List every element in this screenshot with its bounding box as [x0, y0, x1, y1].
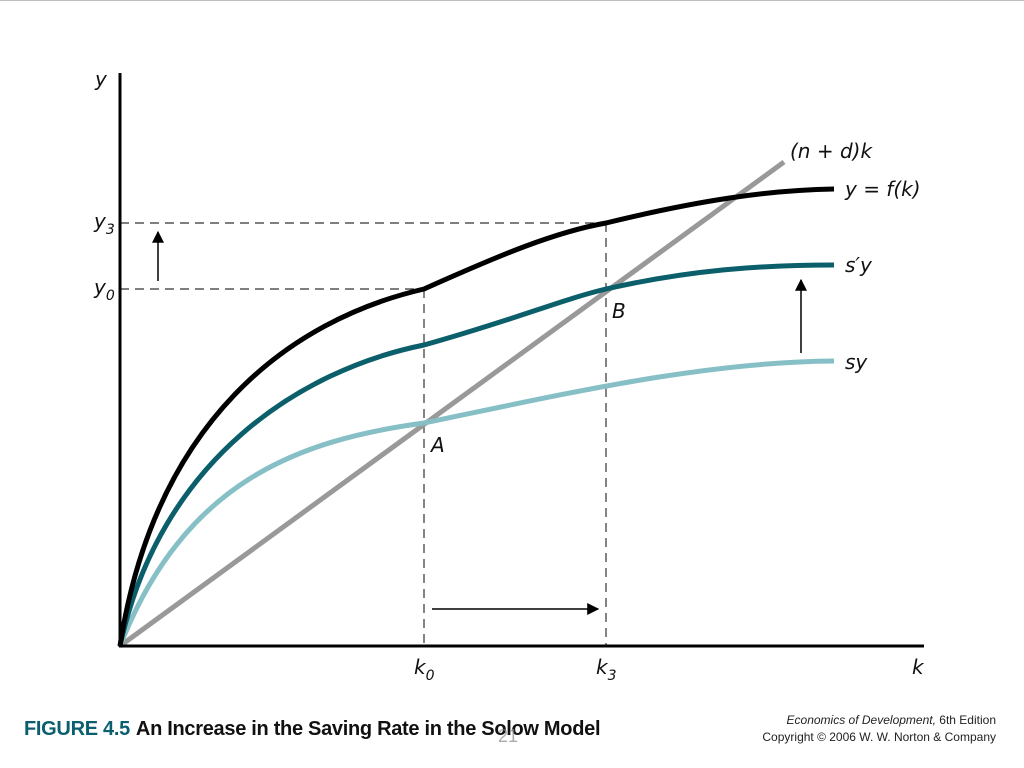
y3-tick-sub: 3: [106, 222, 115, 238]
new-saving-curve: [117, 262, 835, 647]
figure-caption: FIGURE 4.5 An Increase in the Saving Rate…: [24, 718, 601, 741]
y0-tick-label: y0: [93, 275, 115, 304]
y0-tick-main: y: [93, 275, 107, 299]
production-label: y = f(k): [844, 177, 921, 201]
k3-tick-sub: 3: [608, 668, 617, 684]
book-title: Economics of Development,: [786, 713, 936, 727]
point-a-label: A: [429, 433, 445, 457]
page-number: 21: [498, 726, 519, 746]
production-curve: [117, 186, 835, 647]
x-axis-label: k: [912, 655, 925, 679]
k3-tick-main: k: [596, 655, 609, 679]
new-saving-label: s′y: [845, 253, 873, 277]
book-line: Economics of Development, 6th Edition: [762, 712, 996, 729]
solow-diagram: y k (n + d)k y = f(k) s′y sy A B y3 y0 k…: [93, 67, 925, 684]
k3-tick-label: k3: [596, 655, 617, 684]
old-saving-curve: [117, 358, 835, 647]
y3-tick-label: y3: [93, 209, 115, 238]
credits: Economics of Development, 6th Edition Co…: [762, 712, 996, 746]
k0-tick-main: k: [414, 655, 427, 679]
y0-tick-sub: 0: [106, 288, 115, 304]
point-b-label: B: [612, 299, 626, 323]
y3-tick-main: y: [93, 209, 107, 233]
top-rule: [0, 0, 1024, 1]
old-saving-label: sy: [845, 350, 868, 374]
y-axis-label: y: [94, 67, 108, 91]
book-edition: 6th Edition: [939, 713, 996, 727]
break-even-line: [118, 159, 786, 649]
k0-tick-label: k0: [414, 655, 435, 684]
copyright-line: Copyright © 2006 W. W. Norton & Company: [762, 730, 996, 744]
k0-tick-sub: 0: [426, 668, 435, 684]
figure-number: FIGURE 4.5: [24, 718, 130, 740]
break-even-label: (n + d)k: [790, 139, 873, 163]
figure-title: An Increase in the Saving Rate in the So…: [135, 718, 601, 740]
